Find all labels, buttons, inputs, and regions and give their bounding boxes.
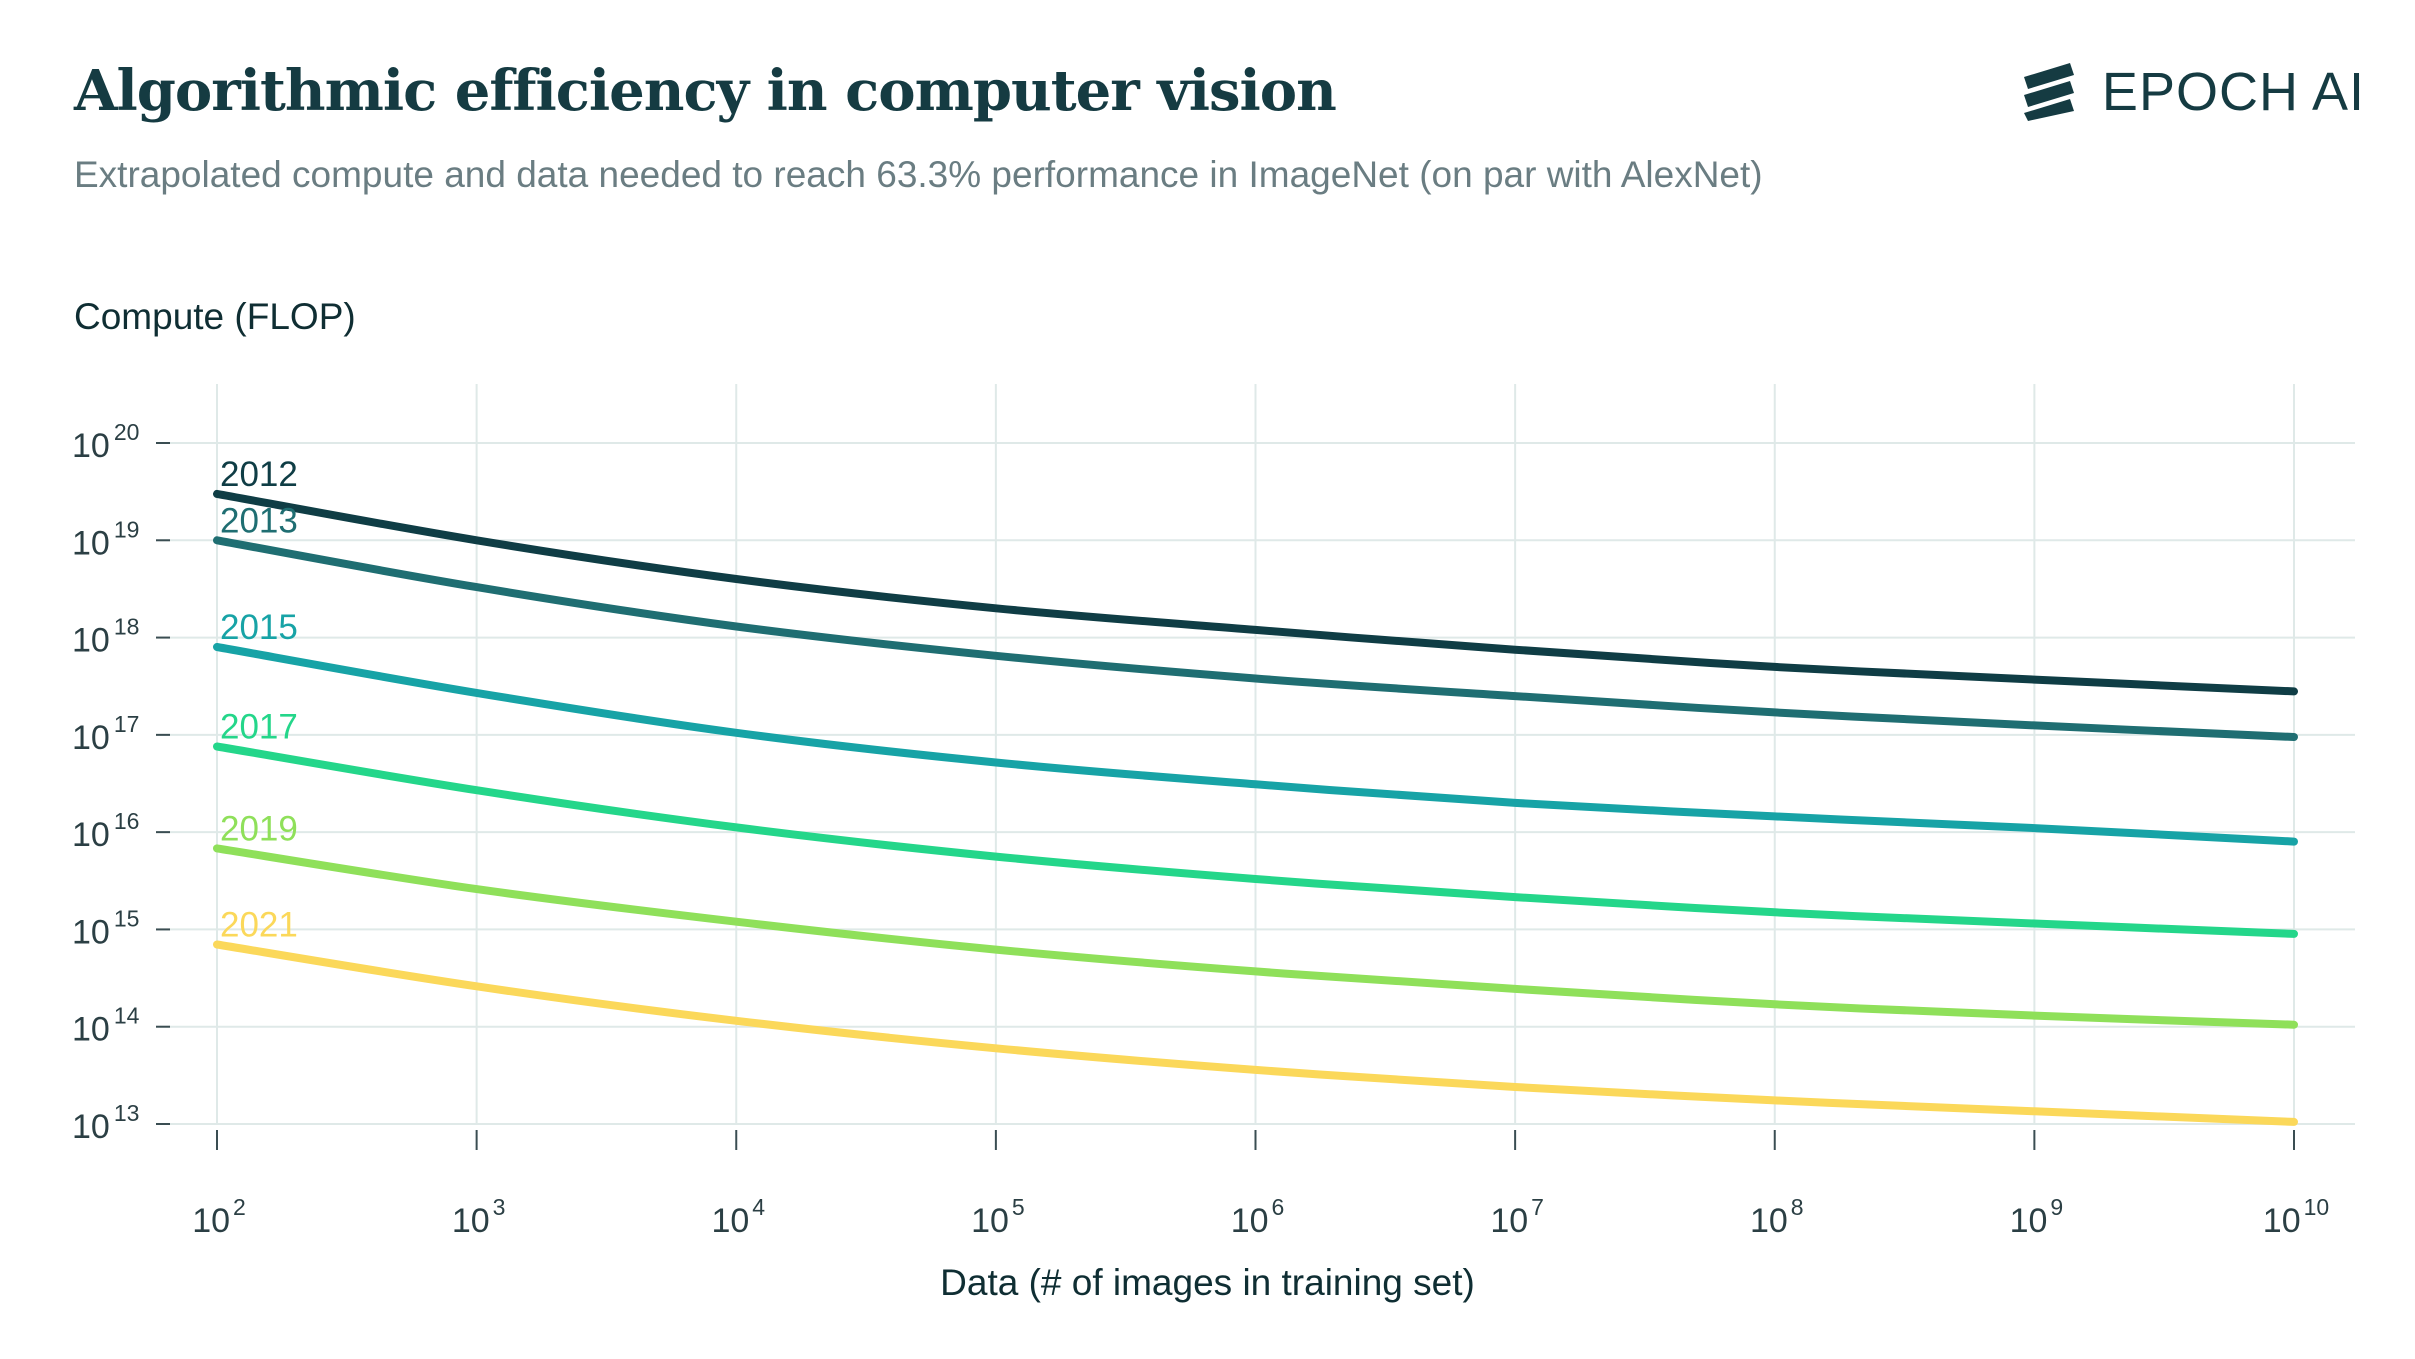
series-label-2013: 2013 (220, 501, 298, 540)
y-tick-label: 10 20 (72, 419, 139, 465)
x-tick-label: 10 8 (1750, 1194, 1804, 1240)
y-tick-label: 10 18 (72, 614, 139, 660)
series-label-2015: 2015 (220, 608, 298, 647)
x-tick-label: 10 10 (2263, 1194, 2329, 1240)
chart: 10 13 10 14 10 15 10 16 10 17 10 18 10 19 10 20 10 2 10 3 10… (0, 0, 2415, 1359)
x-tick-label: 10 5 (971, 1194, 1025, 1240)
y-tick-label: 10 16 (72, 808, 139, 854)
series-label-2017: 2017 (220, 707, 298, 746)
y-tick-label: 10 19 (72, 516, 139, 562)
x-tick-label: 10 9 (2010, 1194, 2064, 1240)
x-tick-label: 10 6 (1231, 1194, 1285, 1240)
y-tick-label: 10 15 (72, 905, 139, 951)
series-label-2012: 2012 (220, 455, 298, 494)
y-tick-label: 10 13 (72, 1100, 139, 1146)
x-tick-label: 10 4 (711, 1194, 765, 1240)
series-label-2019: 2019 (220, 809, 298, 848)
series-labels: 2012 2013 2015 2017 2019 2021 (220, 455, 298, 945)
y-tick-label: 10 17 (72, 711, 139, 757)
series-label-2021: 2021 (220, 905, 298, 944)
x-tick-label: 10 2 (192, 1194, 246, 1240)
y-tick-label: 10 14 (72, 1003, 140, 1049)
x-tick-label: 10 7 (1490, 1194, 1544, 1240)
x-tick-label: 10 3 (452, 1194, 506, 1240)
